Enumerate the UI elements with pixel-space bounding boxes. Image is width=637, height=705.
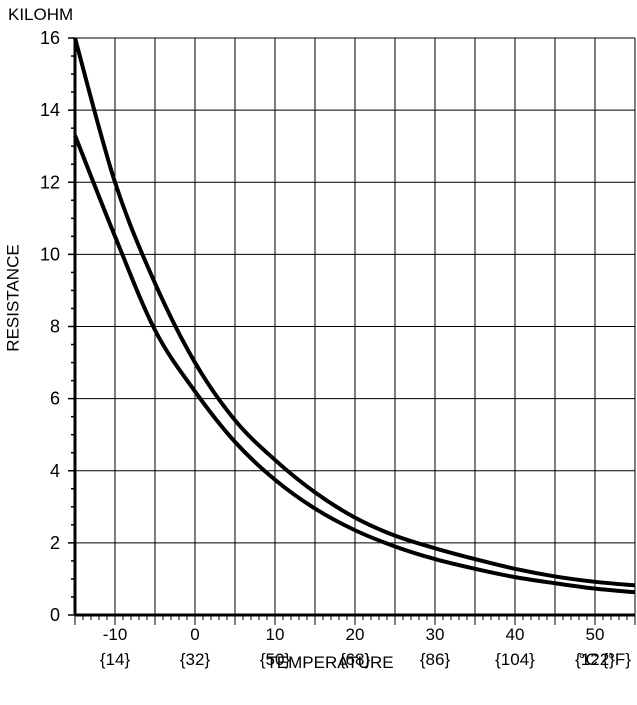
x-tick-label-fahrenheit: {104} bbox=[495, 650, 535, 669]
y-tick-label: 12 bbox=[40, 172, 60, 192]
x-tick-label-celsius: 20 bbox=[346, 625, 365, 644]
x-tick-label-fahrenheit: {122} bbox=[575, 650, 615, 669]
y-tick-label: 4 bbox=[50, 461, 60, 481]
x-tick-label-celsius: 50 bbox=[586, 625, 605, 644]
x-tick-label-celsius: 0 bbox=[190, 625, 199, 644]
x-tick-label-celsius: 10 bbox=[266, 625, 285, 644]
y-tick-label: 8 bbox=[50, 317, 60, 337]
grid bbox=[75, 37, 636, 615]
tick-labels: 0 2 4 6 8 10 12 14 16 -10 {14} 0 {32} 10 {50} 20 {68} 30 {… bbox=[40, 28, 615, 669]
y-unit-label: KILOHM bbox=[8, 5, 74, 24]
series-line-2 bbox=[73, 134, 636, 595]
axes bbox=[73, 38, 635, 617]
x-tick-label-fahrenheit: {32} bbox=[180, 650, 211, 669]
x-unit-label: °C {°F} bbox=[578, 650, 631, 669]
x-axis-label: TEMPERATURE bbox=[266, 653, 394, 672]
y-tick-label: 16 bbox=[40, 28, 60, 48]
x-tick-label-celsius: 40 bbox=[506, 625, 525, 644]
y-tick-label: 2 bbox=[50, 533, 60, 553]
x-tick-label-fahrenheit: {50} bbox=[260, 650, 291, 669]
series-group bbox=[73, 37, 636, 595]
x-tick-label-celsius: 30 bbox=[426, 625, 445, 644]
series-line-1 bbox=[73, 37, 636, 588]
y-tick-label: 10 bbox=[40, 244, 60, 264]
axis-ticks bbox=[68, 37, 636, 625]
x-tick-label-fahrenheit: {14} bbox=[100, 650, 131, 669]
y-axis-label: RESISTANCE bbox=[3, 244, 23, 352]
y-tick-label: 6 bbox=[50, 389, 60, 409]
y-tick-label: 0 bbox=[50, 605, 60, 625]
x-tick-label-fahrenheit: {86} bbox=[420, 650, 451, 669]
x-tick-label-celsius: -10 bbox=[103, 625, 128, 644]
y-tick-label: 14 bbox=[40, 100, 60, 120]
x-tick-label-fahrenheit: {68} bbox=[340, 650, 371, 669]
